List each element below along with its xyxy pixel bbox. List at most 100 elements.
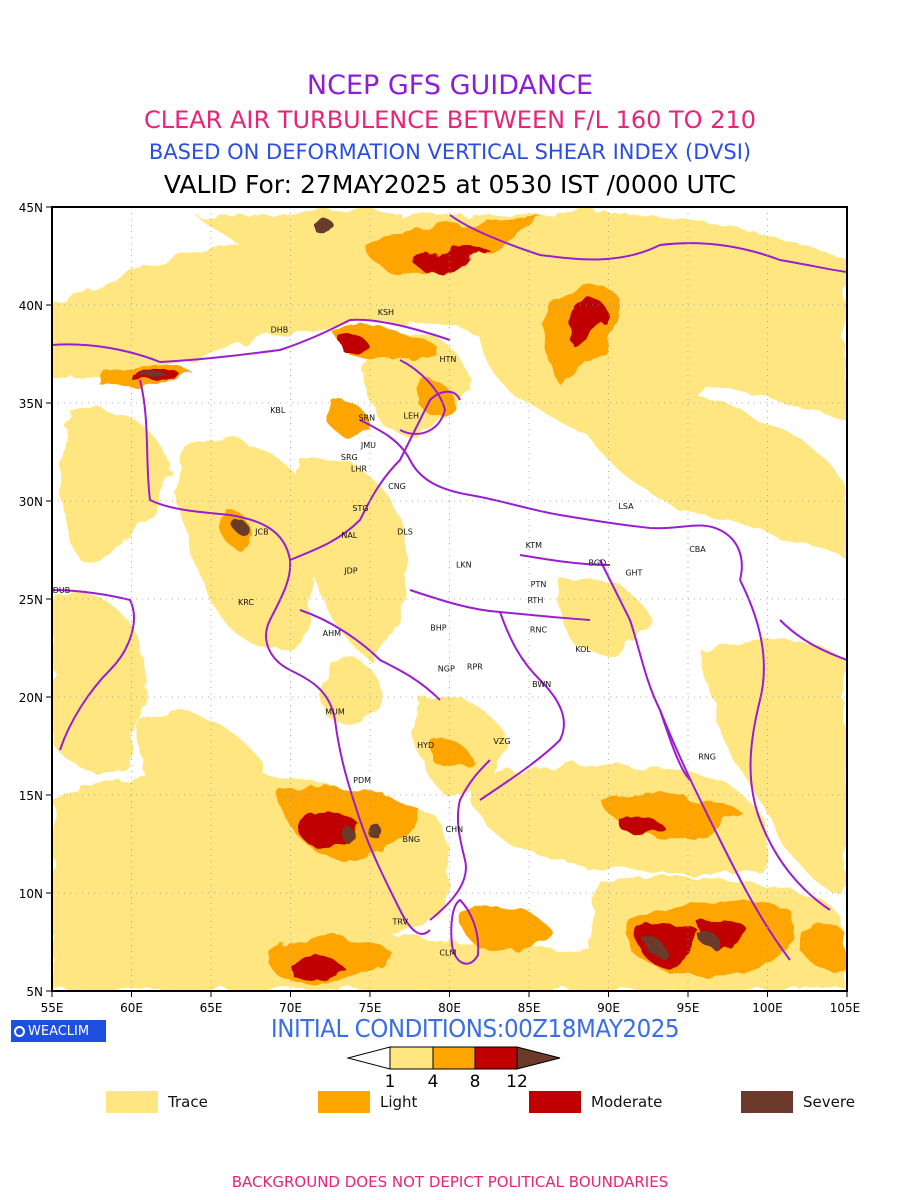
legend-swatch	[741, 1091, 793, 1113]
lat-tick-label: 20N	[19, 691, 43, 705]
legend-swatch	[318, 1091, 370, 1113]
city-label-krc: KRC	[238, 598, 254, 607]
city-label-bhp: BHP	[430, 623, 447, 632]
weaclim-logo: WEACLIM	[11, 1020, 106, 1042]
severe-areas	[140, 220, 719, 955]
index-description: BASED ON DEFORMATION VERTICAL SHEAR INDE…	[148, 140, 752, 164]
lon-tick-label: 70E	[279, 1001, 302, 1015]
city-label-ahm: AHM	[323, 629, 341, 638]
lat-tick-label: 10N	[19, 887, 43, 901]
city-label-ptn: PTN	[531, 580, 547, 589]
city-label-rth: RTH	[527, 596, 543, 605]
city-label-jmu: JMU	[360, 441, 376, 450]
lat-tick-label: 40N	[19, 299, 43, 313]
footer-disclaimer: BACKGROUND DOES NOT DEPICT POLITICAL BOU…	[231, 1173, 669, 1191]
city-label-srn: SRN	[358, 414, 375, 423]
city-label-srg: SRG	[341, 453, 358, 462]
chart-subtitle: CLEAR AIR TURBULENCE BETWEEN F/L 160 TO …	[143, 106, 757, 134]
legend-item-moderate: Moderate	[529, 1091, 662, 1113]
city-label-dub: DUB	[53, 586, 71, 595]
city-label-rnc: RNC	[530, 625, 548, 634]
colorbar-label: 8	[470, 1072, 481, 1090]
lon-tick-label: 75E	[359, 1001, 382, 1015]
city-label-trv: TRV	[391, 917, 408, 926]
city-label-kbl: KBL	[270, 406, 286, 415]
colorbar-low-arrow	[346, 1046, 391, 1070]
lat-tick-label: 45N	[19, 201, 43, 215]
map-ticks	[46, 206, 848, 997]
city-label-cng: CNG	[388, 482, 406, 491]
legend-label: Severe	[803, 1093, 855, 1111]
boundary-lines	[52, 214, 847, 965]
city-label-clm: CLM	[439, 949, 456, 958]
city-label-vzg: VZG	[493, 737, 510, 746]
colorbar: 1 4 8 12	[346, 1046, 561, 1090]
legend-item-trace: Trace	[106, 1091, 208, 1113]
legend-item-severe: Severe	[741, 1091, 855, 1113]
lon-tick-label: 80E	[438, 1001, 461, 1015]
city-label-bwn: BWN	[532, 680, 551, 689]
legend-item-light: Light	[318, 1091, 417, 1113]
lon-tick-label: 65E	[200, 1001, 223, 1015]
lon-tick-label: 55E	[41, 1001, 64, 1015]
colorbar-label: 12	[506, 1072, 528, 1090]
lat-tick-labels: 45N 40N 35N 30N 25N 20N 15N 10N 5N	[19, 201, 43, 999]
colorbar-label: 4	[428, 1072, 439, 1090]
city-label-dhb: DHB	[271, 325, 289, 334]
lat-tick-label: 35N	[19, 397, 43, 411]
city-label-rng: RNG	[698, 753, 716, 762]
lon-tick-label: 105E	[830, 1001, 861, 1015]
city-label-ght: GHT	[625, 569, 642, 578]
lon-tick-label: 90E	[597, 1001, 620, 1015]
lon-tick-labels: 55E 60E 65E 70E 75E 80E 85E 90E 95E 100E…	[41, 1001, 861, 1015]
city-label-lsa: LSA	[618, 502, 634, 511]
logo-ring-icon	[14, 1025, 25, 1037]
legend-label: Light	[380, 1093, 418, 1111]
lon-tick-label: 60E	[120, 1001, 143, 1015]
valid-time: VALID For: 27MAY2025 at 0530 IST /0000 U…	[163, 170, 737, 199]
city-label-jdp: JDP	[343, 567, 358, 576]
city-label-leh: LEH	[404, 412, 420, 421]
city-label-ksh: KSH	[378, 308, 394, 317]
colorbar-label: 1	[385, 1072, 396, 1090]
initial-conditions: INITIAL CONDITIONS:00Z18MAY2025	[270, 1014, 680, 1043]
legend-swatch	[529, 1091, 581, 1113]
city-label-nal: NAL	[341, 531, 357, 540]
turbulence-field	[52, 211, 847, 991]
lat-tick-label: 15N	[19, 789, 43, 803]
city-label-ktm: KTM	[526, 541, 543, 550]
legend-label: Moderate	[591, 1093, 663, 1111]
city-label-jcb: JCB	[254, 527, 268, 536]
colorbar-segment	[474, 1046, 518, 1070]
colorbar-segment	[432, 1046, 476, 1070]
city-label-bgd: BGD	[589, 559, 607, 568]
legend-swatch	[106, 1091, 158, 1113]
lon-tick-label: 100E	[752, 1001, 783, 1015]
lon-tick-label: 95E	[677, 1001, 700, 1015]
city-label-dls: DLS	[397, 527, 413, 536]
city-label-kol: KOL	[575, 645, 591, 654]
city-label-cba: CBA	[689, 545, 706, 554]
city-label-pdm: PDM	[353, 776, 371, 785]
city-label-chn: CHN	[446, 825, 464, 834]
city-label-lkn: LKN	[456, 561, 472, 570]
lat-tick-label: 5N	[26, 985, 43, 999]
colorbar-high-arrow	[516, 1046, 561, 1070]
city-label-ngp: NGP	[438, 665, 455, 674]
city-label-htn: HTN	[439, 355, 456, 364]
chart-title: NCEP GFS GUIDANCE	[306, 70, 594, 101]
colorbar-segment	[389, 1046, 434, 1070]
lon-tick-label: 85E	[518, 1001, 541, 1015]
lat-tick-label: 25N	[19, 593, 43, 607]
city-label-hyd: HYD	[417, 741, 434, 750]
grid-lines	[52, 207, 847, 991]
lat-tick-label: 30N	[19, 495, 43, 509]
city-label-stg: STG	[352, 504, 368, 513]
city-label-bng: BNG	[402, 835, 420, 844]
city-label-mum: MUM	[325, 708, 345, 717]
city-label-rpr: RPR	[467, 663, 483, 672]
city-label-lhr: LHR	[351, 465, 367, 474]
legend-label: Trace	[168, 1093, 208, 1111]
